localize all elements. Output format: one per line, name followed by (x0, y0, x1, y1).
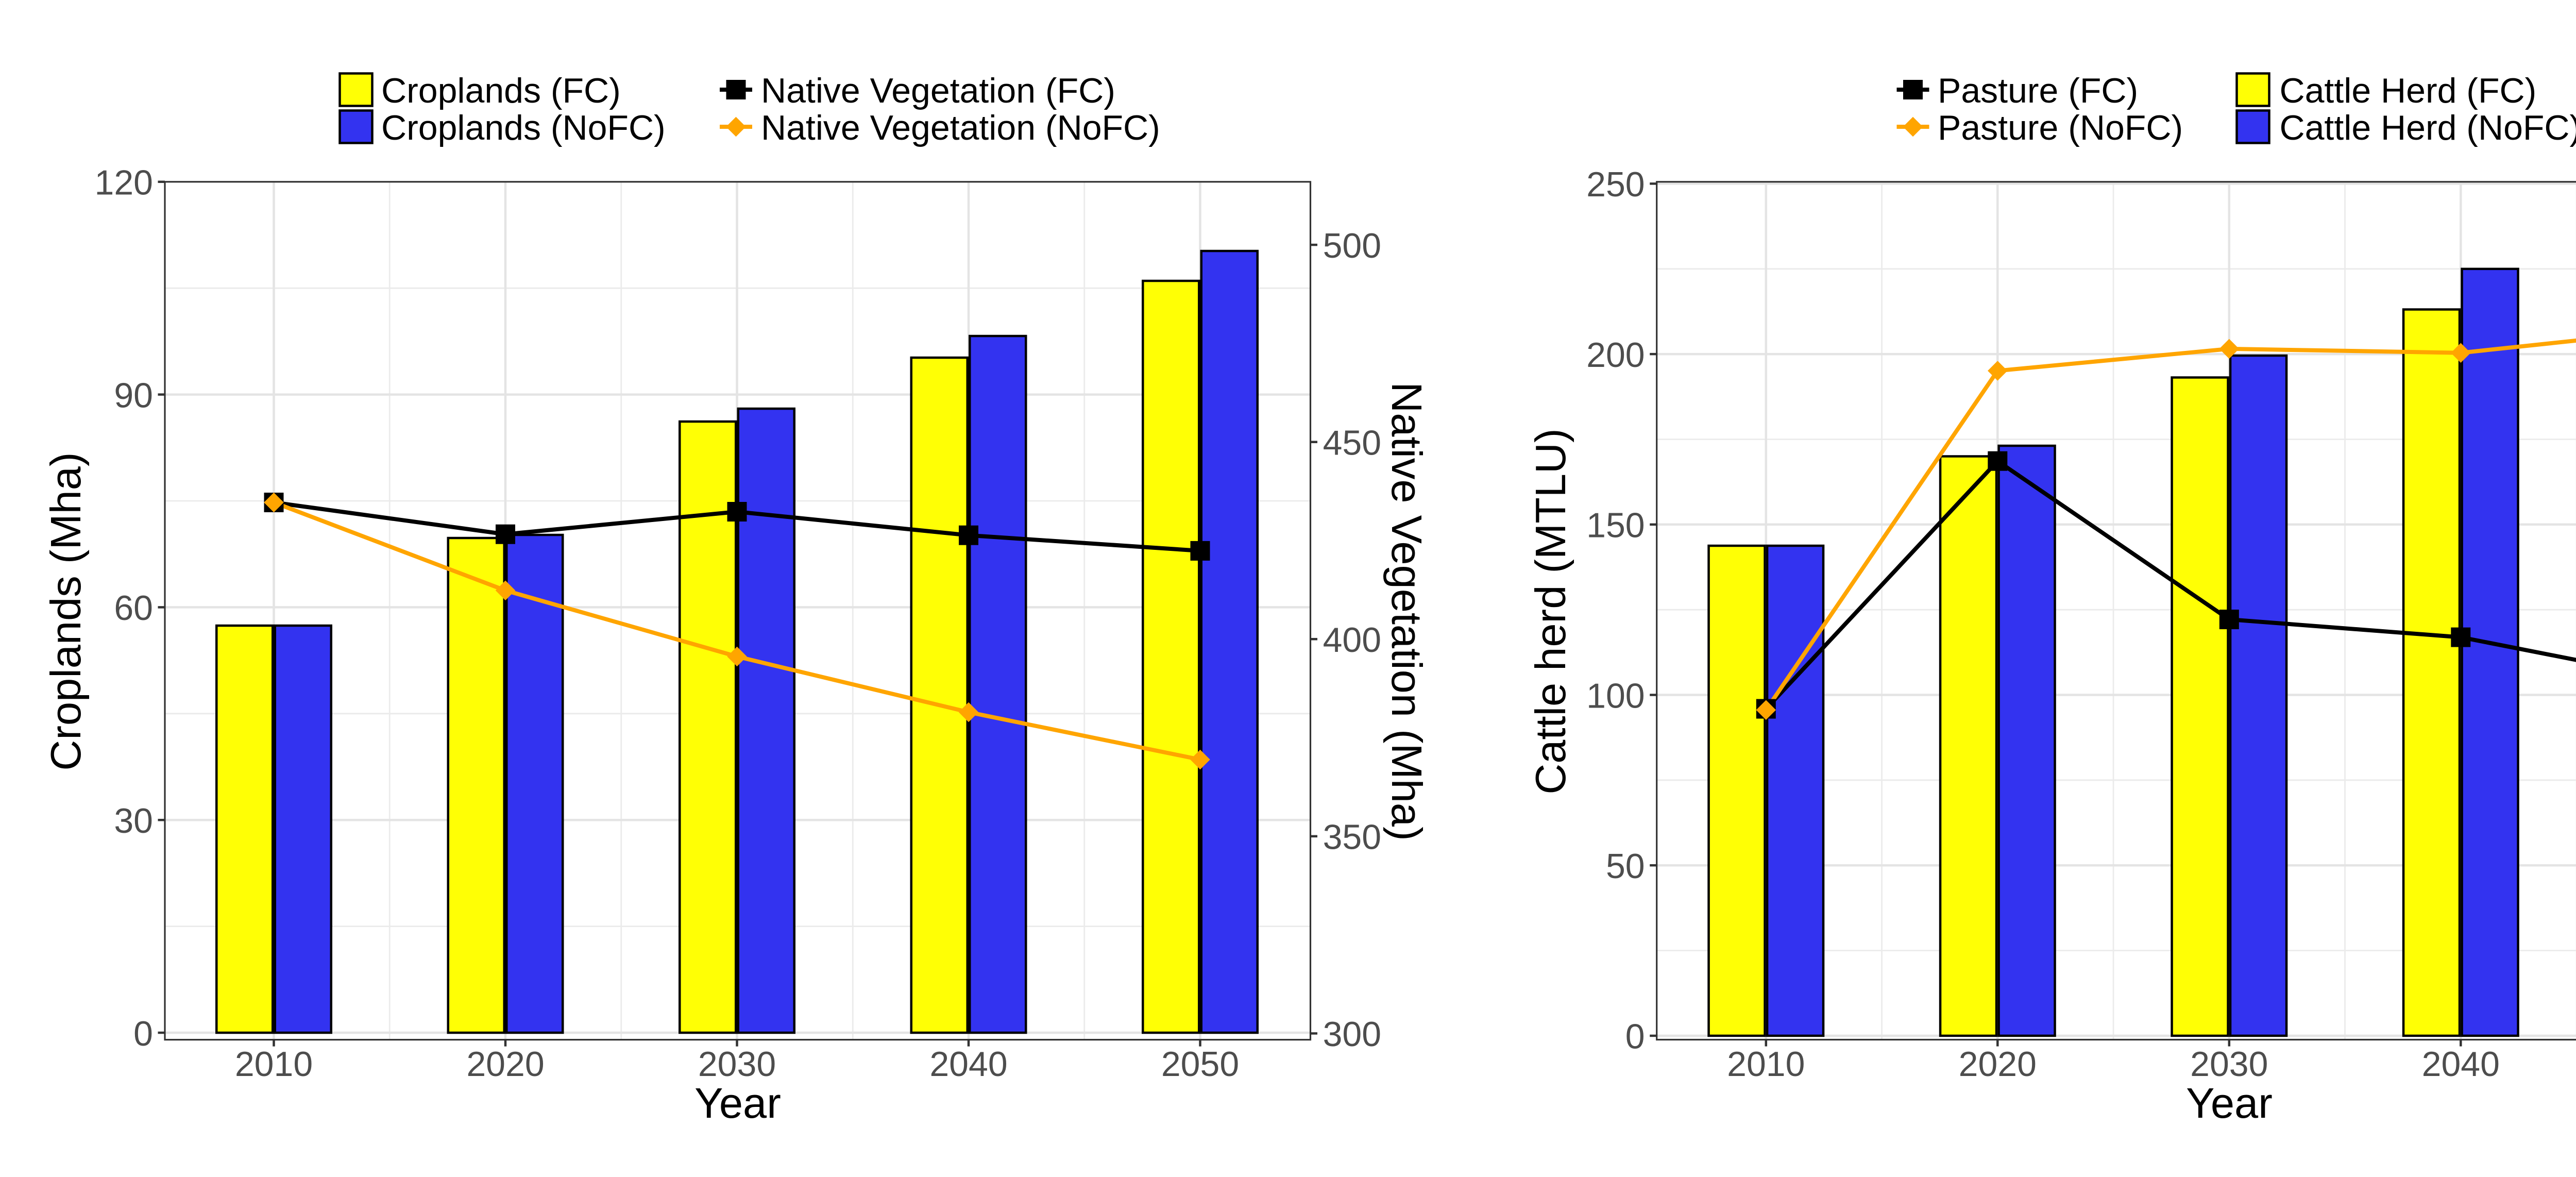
svg-text:2020: 2020 (466, 1045, 544, 1084)
svg-text:Croplands (NoFC): Croplands (NoFC) (381, 108, 666, 147)
svg-text:100: 100 (1586, 676, 1645, 715)
svg-text:Cattle herd (MTLU): Cattle herd (MTLU) (1527, 428, 1574, 794)
svg-text:2010: 2010 (235, 1045, 313, 1084)
svg-text:2050: 2050 (1161, 1045, 1239, 1084)
svg-text:500: 500 (1323, 226, 1381, 265)
svg-text:Year: Year (694, 1079, 781, 1127)
svg-text:Cattle Herd (NoFC): Cattle Herd (NoFC) (2280, 108, 2576, 147)
svg-text:350: 350 (1323, 818, 1381, 857)
svg-text:Native Vegetation (NoFC): Native Vegetation (NoFC) (761, 108, 1160, 147)
svg-text:250: 250 (1586, 165, 1645, 204)
svg-text:Native Vegetation (FC): Native Vegetation (FC) (761, 71, 1115, 110)
svg-text:0: 0 (1625, 1017, 1645, 1056)
svg-text:2040: 2040 (2422, 1045, 2500, 1084)
svg-text:Pasture (FC): Pasture (FC) (1938, 71, 2138, 110)
svg-text:120: 120 (95, 163, 153, 203)
svg-text:450: 450 (1323, 423, 1381, 462)
svg-text:2030: 2030 (2190, 1045, 2268, 1084)
svg-text:Cattle Herd (FC): Cattle Herd (FC) (2280, 71, 2537, 110)
svg-text:Croplands (Mha): Croplands (Mha) (42, 452, 90, 770)
svg-text:2040: 2040 (929, 1045, 1007, 1084)
svg-text:0: 0 (133, 1014, 153, 1053)
svg-text:Pasture (NoFC): Pasture (NoFC) (1938, 108, 2183, 147)
svg-text:150: 150 (1586, 506, 1645, 545)
svg-text:400: 400 (1323, 620, 1381, 660)
svg-text:300: 300 (1323, 1015, 1381, 1054)
svg-text:90: 90 (114, 376, 153, 415)
svg-text:200: 200 (1586, 335, 1645, 375)
svg-text:2020: 2020 (1959, 1045, 2037, 1084)
svg-text:60: 60 (114, 588, 153, 628)
svg-text:Croplands (FC): Croplands (FC) (381, 71, 621, 110)
svg-text:Year: Year (2186, 1079, 2273, 1127)
svg-text:50: 50 (1606, 847, 1645, 886)
svg-text:2010: 2010 (1727, 1045, 1805, 1084)
svg-text:Native Vegetation (Mha): Native Vegetation (Mha) (1383, 382, 1431, 840)
svg-text:30: 30 (114, 801, 153, 840)
svg-text:2030: 2030 (698, 1045, 776, 1084)
